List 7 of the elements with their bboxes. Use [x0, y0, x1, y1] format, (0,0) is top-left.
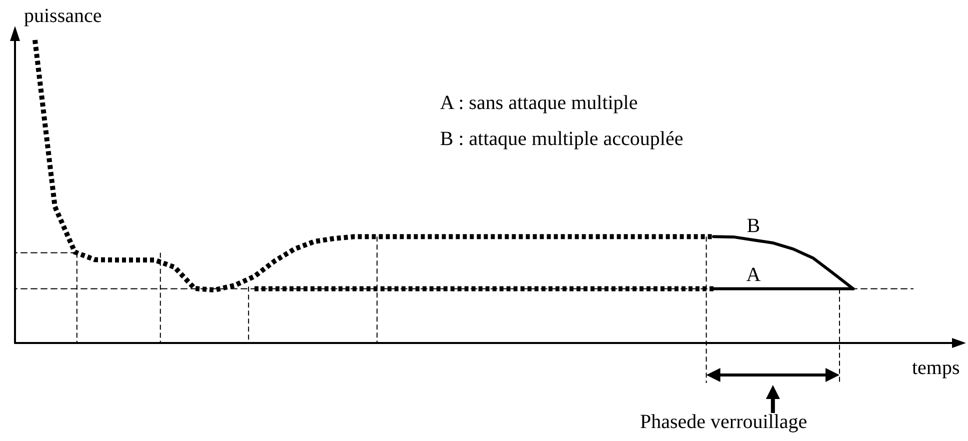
series-label: A [746, 264, 762, 286]
annotation: A : sans attaque multiple [440, 92, 638, 114]
text: Phasede verrouillage [640, 411, 808, 433]
x-axis-title: temps [912, 357, 960, 379]
series-label: B [746, 214, 760, 237]
annotation: B : attaque multiple accouplée [440, 128, 684, 150]
y-axis-title: puissance [24, 5, 102, 27]
